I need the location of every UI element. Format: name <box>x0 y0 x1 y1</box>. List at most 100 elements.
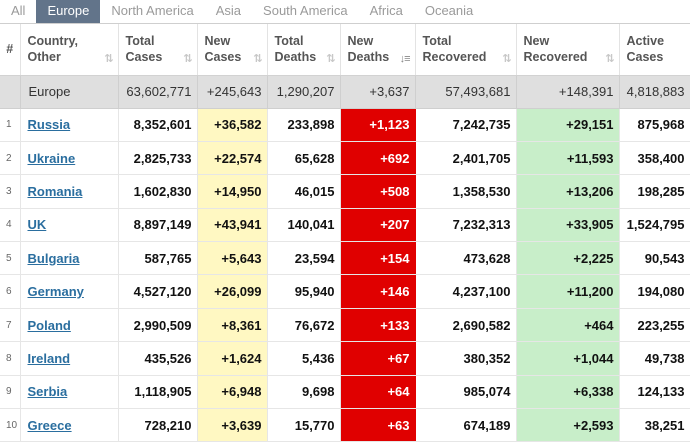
sort-arrows-icon[interactable]: ⇅ <box>502 52 511 65</box>
new-cases-cell: +8,361 <box>197 308 268 343</box>
new-cases-cell: +26,099 <box>197 274 268 309</box>
new-deaths-cell: +146 <box>340 274 416 309</box>
new-recovered-cell: +11,200 <box>516 274 620 309</box>
sort-arrows-icon[interactable]: ⇅ <box>326 52 335 65</box>
total-name-cell: Europe <box>20 75 119 109</box>
tab-africa[interactable]: Africa <box>369 3 403 18</box>
tab-north-america[interactable]: North America <box>111 3 194 18</box>
col-header-label: Total <box>422 34 452 49</box>
country-link[interactable]: Ireland <box>27 350 71 366</box>
new-cases-cell: +22,574 <box>197 141 268 176</box>
total-deaths-cell: 140,041 <box>267 208 341 243</box>
sort-arrows-icon[interactable]: ⇅ <box>605 52 614 65</box>
col-header-label: Active <box>626 34 665 49</box>
rank-cell: 9 <box>0 375 21 410</box>
col-header-label: Recovered <box>523 50 588 65</box>
total-new-cases-cell: +245,643 <box>197 75 268 109</box>
col-header-total-cases[interactable]: Total Cases ⇅ <box>118 24 198 76</box>
col-header-new-deaths[interactable]: New Deaths ↓≡ <box>340 24 416 76</box>
table-row: 9 Serbia 1,118,905 +6,948 9,698 +64 985,… <box>0 375 690 410</box>
country-cell: Poland <box>20 308 119 343</box>
total-cases-cell: 4,527,120 <box>118 274 198 309</box>
active-cases-cell: 38,251 <box>619 408 690 442</box>
country-link[interactable]: UK <box>27 217 47 233</box>
new-recovered-cell: +33,905 <box>516 208 620 243</box>
country-link[interactable]: Germany <box>27 284 84 300</box>
new-recovered-cell: +6,338 <box>516 375 620 410</box>
tab-south-america[interactable]: South America <box>263 3 348 18</box>
col-header-label: Recovered <box>422 50 487 65</box>
total-cases-cell: 2,990,509 <box>118 308 198 343</box>
country-rows: 1 Russia 8,352,601 +36,582 233,898 +1,12… <box>0 108 690 442</box>
col-header-label: Cases <box>626 50 664 65</box>
new-recovered-cell: +2,593 <box>516 408 620 442</box>
col-header-active-cases[interactable]: Active Cases <box>619 24 690 76</box>
new-deaths-cell: +1,123 <box>340 108 416 142</box>
active-cases-cell: 1,524,795 <box>619 208 690 243</box>
active-cases-cell: 223,255 <box>619 308 690 343</box>
tab-oceania[interactable]: Oceania <box>424 3 474 18</box>
country-link[interactable]: Greece <box>27 417 72 433</box>
col-header-new-cases[interactable]: New Cases ⇅ <box>197 24 268 76</box>
total-rank-cell <box>0 75 21 109</box>
region-tabs: All Europe North America Asia South Amer… <box>0 0 690 24</box>
new-recovered-cell: +13,206 <box>516 174 620 209</box>
total-recovered-cell: 1,358,530 <box>415 174 517 209</box>
total-new-deaths-cell: +3,637 <box>340 75 416 109</box>
total-new-recovered-cell: +148,391 <box>516 75 620 109</box>
country-link[interactable]: Poland <box>27 317 71 333</box>
tab-asia[interactable]: Asia <box>215 3 242 18</box>
new-recovered-cell: +11,593 <box>516 141 620 176</box>
total-recovered-cell: 4,237,100 <box>415 274 517 309</box>
total-deaths-cell: 5,436 <box>267 341 341 376</box>
sort-arrows-icon[interactable]: ⇅ <box>104 52 113 65</box>
country-link[interactable]: Bulgaria <box>27 250 80 266</box>
new-deaths-cell: +67 <box>340 341 416 376</box>
table-row: 4 UK 8,897,149 +43,941 140,041 +207 7,23… <box>0 208 690 243</box>
new-deaths-cell: +133 <box>340 308 416 343</box>
new-recovered-cell: +464 <box>516 308 620 343</box>
new-cases-cell: +6,948 <box>197 375 268 410</box>
tab-europe[interactable]: Europe <box>36 0 101 23</box>
sort-arrows-icon[interactable]: ⇅ <box>253 52 262 65</box>
total-recovered-cell: 2,690,582 <box>415 308 517 343</box>
table-row: 3 Romania 1,602,830 +14,950 46,015 +508 … <box>0 174 690 209</box>
new-deaths-cell: +692 <box>340 141 416 176</box>
col-header-country[interactable]: Country, Other ⇅ <box>20 24 119 76</box>
country-link[interactable]: Russia <box>27 117 71 133</box>
total-deaths-cell: 65,628 <box>267 141 341 176</box>
active-cases-cell: 49,738 <box>619 341 690 376</box>
col-header-total-recovered[interactable]: Total Recovered ⇅ <box>415 24 517 76</box>
rank-cell: 8 <box>0 341 21 376</box>
country-cell: UK <box>20 208 119 243</box>
total-total-deaths-cell: 1,290,207 <box>267 75 341 109</box>
new-recovered-cell: +1,044 <box>516 341 620 376</box>
col-header-new-recovered[interactable]: New Recovered ⇅ <box>516 24 620 76</box>
table-row: 8 Ireland 435,526 +1,624 5,436 +67 380,3… <box>0 341 690 376</box>
active-cases-cell: 198,285 <box>619 174 690 209</box>
rank-cell: 10 <box>0 408 21 442</box>
new-cases-cell: +1,624 <box>197 341 268 376</box>
rank-cell: 6 <box>0 274 21 309</box>
active-cases-cell: 875,968 <box>619 108 690 142</box>
total-recovered-cell: 2,401,705 <box>415 141 517 176</box>
new-deaths-cell: +64 <box>340 375 416 410</box>
rank-cell: 4 <box>0 208 21 243</box>
col-header-label: Deaths <box>274 50 317 65</box>
table-row: 5 Bulgaria 587,765 +5,643 23,594 +154 47… <box>0 241 690 276</box>
new-deaths-cell: +63 <box>340 408 416 442</box>
total-active-cases-cell: 4,818,883 <box>619 75 690 109</box>
sort-desc-icon[interactable]: ↓≡ <box>399 52 411 65</box>
col-header-label: Total <box>125 34 155 49</box>
country-cell: Ukraine <box>20 141 119 176</box>
tab-all[interactable]: All <box>11 3 26 18</box>
new-cases-cell: +3,639 <box>197 408 268 442</box>
country-link[interactable]: Ukraine <box>27 150 76 166</box>
col-header-total-deaths[interactable]: Total Deaths ⇅ <box>267 24 341 76</box>
sort-arrows-icon[interactable]: ⇅ <box>183 52 192 65</box>
country-link[interactable]: Serbia <box>27 384 68 400</box>
country-cell: Romania <box>20 174 119 209</box>
country-link[interactable]: Romania <box>27 183 83 199</box>
rank-cell: 2 <box>0 141 21 176</box>
total-recovered-cell: 985,074 <box>415 375 517 410</box>
